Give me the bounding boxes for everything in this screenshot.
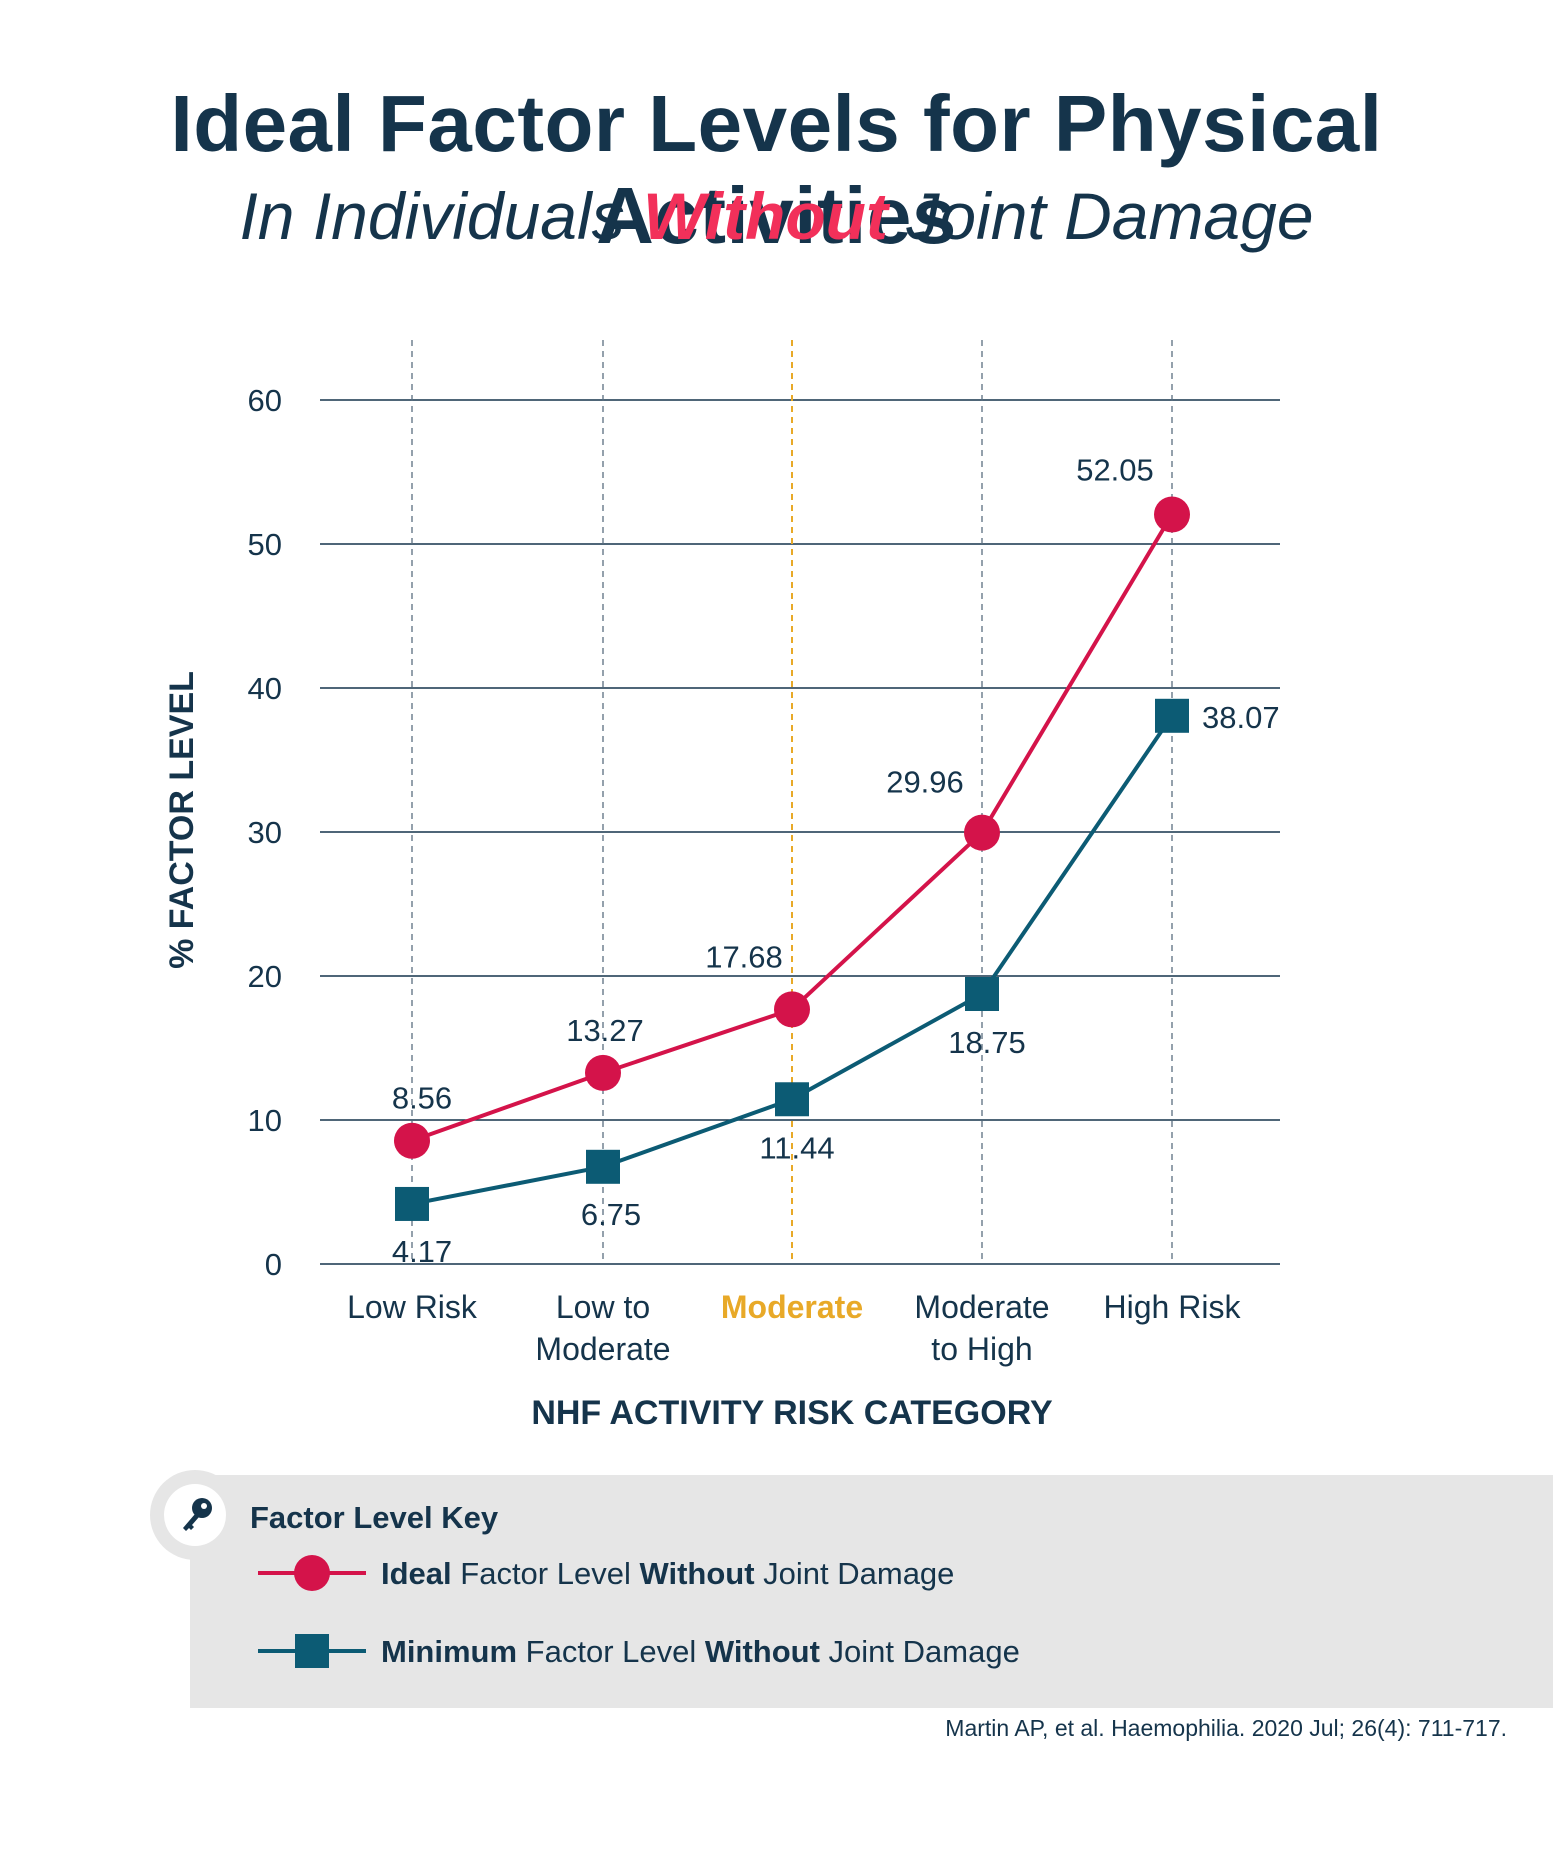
data-label: 13.27 (566, 1013, 644, 1048)
data-label: 4.17 (392, 1234, 452, 1269)
legend-label-minimum: Minimum Factor Level Without Joint Damag… (381, 1634, 1020, 1670)
data-point (586, 1149, 620, 1184)
data-label: 52.05 (1076, 452, 1154, 487)
data-point (395, 1186, 429, 1221)
x-tick-label: Moderate (914, 1289, 1049, 1325)
x-tick-label: Low Risk (347, 1289, 478, 1325)
y-tick-label: 60 (248, 383, 282, 418)
data-point (965, 977, 999, 1011)
legend-panel (190, 1475, 1553, 1708)
x-tick-label: High Risk (1104, 1289, 1242, 1325)
y-tick-label: 40 (248, 671, 282, 706)
legend-minimum-mid: Factor Level (517, 1634, 705, 1669)
key-badge (150, 1470, 240, 1560)
x-axis-title: NHF ACTIVITY RISK CATEGORY (531, 1394, 1053, 1432)
legend-minimum-bold2: Without (704, 1634, 820, 1669)
x-tick-label: to High (931, 1331, 1032, 1367)
x-tick-label: Moderate (721, 1289, 863, 1325)
subtitle-after: Joint Damage (887, 179, 1314, 253)
legend-title: Factor Level Key (250, 1500, 499, 1535)
data-label: 29.96 (886, 765, 964, 800)
citation: Martin AP, et al. Haemophilia. 2020 Jul;… (945, 1715, 1507, 1741)
y-tick-label: 20 (248, 959, 282, 994)
legend-label-ideal: Ideal Factor Level Without Joint Damage (381, 1556, 954, 1592)
data-label: 8.56 (392, 1081, 452, 1116)
key-badge-inner (164, 1484, 226, 1546)
subtitle-emphasis: Without (643, 179, 888, 253)
legend-minimum-end: Joint Damage (819, 1634, 1020, 1669)
data-label: 38.07 (1202, 700, 1280, 735)
chart-subtitle: In Individuals Without Joint Damage (0, 178, 1553, 254)
data-label: 17.68 (705, 939, 783, 974)
data-point (1155, 698, 1189, 733)
data-label: 18.75 (948, 1025, 1026, 1060)
data-point (585, 1054, 621, 1091)
subtitle-before: In Individuals (239, 179, 644, 253)
legend-ideal-bold1: Ideal (381, 1556, 452, 1591)
data-point (964, 814, 1000, 851)
key-icon (183, 1498, 212, 1531)
y-tick-label: 50 (248, 527, 282, 562)
legend-marker-square (258, 1634, 366, 1668)
legend-ideal-end: Joint Damage (754, 1556, 955, 1591)
data-point (1154, 496, 1190, 533)
x-tick-label: Low to (556, 1289, 650, 1325)
y-axis-title: % FACTOR LEVEL (163, 671, 201, 969)
y-tick-label: 0 (265, 1247, 282, 1282)
chart-title: Ideal Factor Levels for Physical Activit… (170, 79, 1383, 260)
y-tick-label: 30 (248, 815, 282, 850)
legend-ideal-mid: Factor Level (451, 1556, 640, 1591)
legend-minimum-bold1: Minimum (381, 1634, 518, 1669)
data-label: 6.75 (581, 1197, 641, 1232)
data-point (394, 1122, 430, 1159)
data-point (775, 1082, 809, 1117)
data-label: 11.44 (759, 1130, 834, 1165)
line-chart: 0 10 20 30 40 50 60 Low Risk Low to Moderate Moder… (163, 340, 1280, 1432)
y-tick-label: 10 (248, 1103, 282, 1138)
legend-marker-circle (258, 1555, 366, 1591)
legend-ideal-bold2: Without (639, 1556, 755, 1591)
x-tick-label: Moderate (535, 1331, 670, 1367)
data-point (774, 991, 810, 1028)
